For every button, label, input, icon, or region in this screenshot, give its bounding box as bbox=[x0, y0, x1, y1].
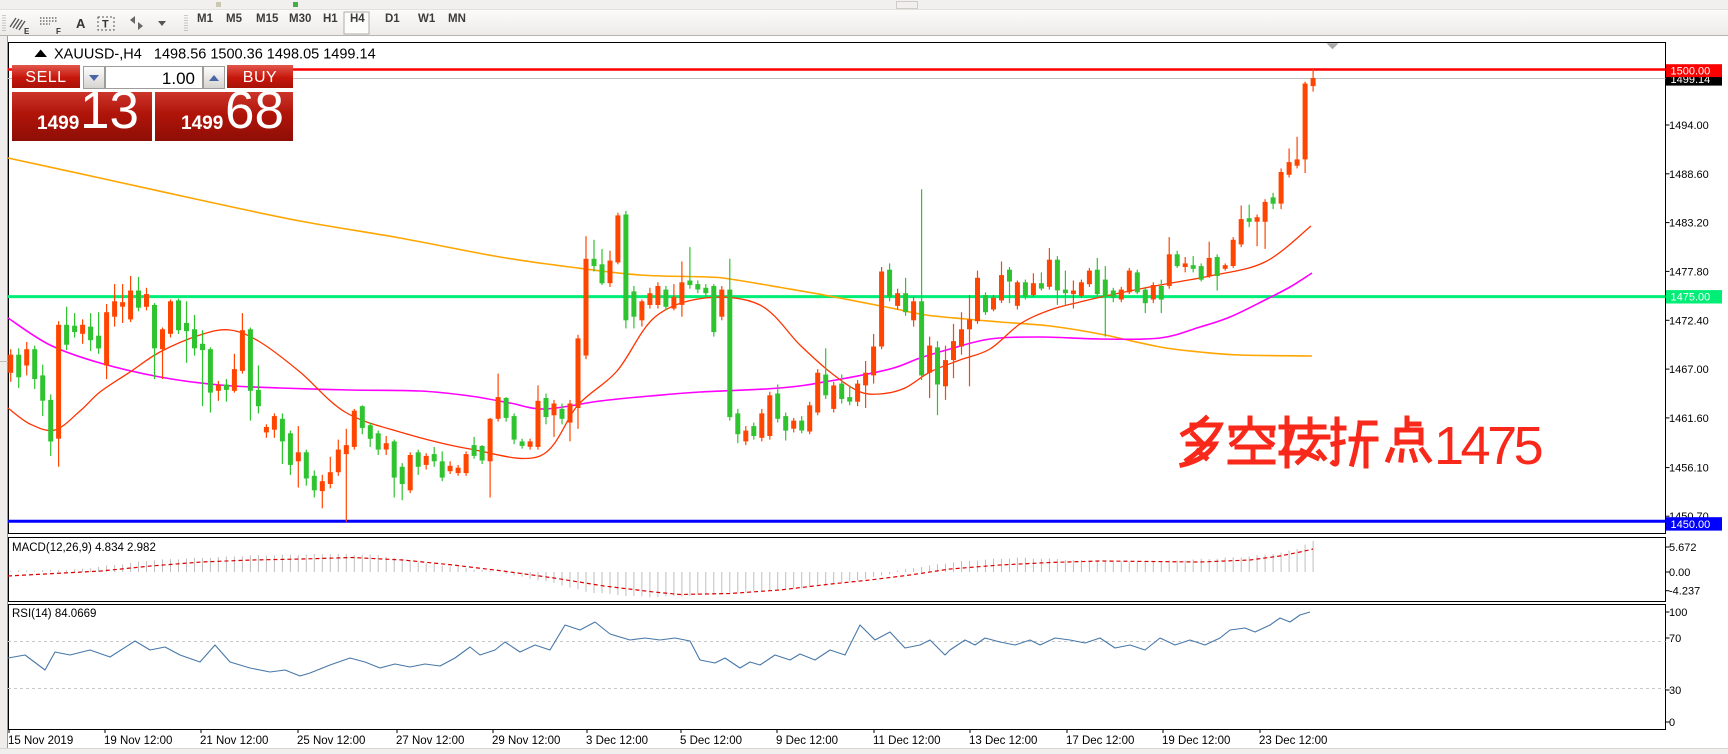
svg-text:1477.80: 1477.80 bbox=[1669, 266, 1709, 278]
svg-text:1450.00: 1450.00 bbox=[1671, 519, 1711, 531]
svg-text:XAUUSD-,H4 1498.56 1500.36 1: XAUUSD-,H4 1498.56 1500.36 1498.05 1499.… bbox=[54, 47, 376, 63]
svg-text:3 Dec 12:00: 3 Dec 12:00 bbox=[586, 735, 648, 747]
svg-text:13 Dec 12:00: 13 Dec 12:00 bbox=[969, 735, 1037, 747]
svg-text:11 Dec 12:00: 11 Dec 12:00 bbox=[873, 735, 941, 747]
svg-text:9 Dec 12:00: 9 Dec 12:00 bbox=[776, 735, 838, 747]
svg-text:F: F bbox=[56, 27, 61, 36]
svg-text:-4.237: -4.237 bbox=[1669, 586, 1700, 598]
svg-text:1461.60: 1461.60 bbox=[1669, 413, 1709, 425]
svg-text:1472.40: 1472.40 bbox=[1669, 315, 1709, 327]
svg-text:1475: 1475 bbox=[1434, 416, 1542, 476]
svg-text:19 Dec 12:00: 19 Dec 12:00 bbox=[1162, 735, 1230, 747]
svg-text:1475.00: 1475.00 bbox=[1671, 292, 1711, 304]
svg-text:30: 30 bbox=[1669, 685, 1681, 697]
svg-text:5 Dec 12:00: 5 Dec 12:00 bbox=[680, 735, 742, 747]
svg-text:15 Nov 2019: 15 Nov 2019 bbox=[8, 735, 73, 747]
svg-text:23 Dec 12:00: 23 Dec 12:00 bbox=[1259, 735, 1327, 747]
svg-text:1467.00: 1467.00 bbox=[1669, 364, 1709, 376]
svg-text:100: 100 bbox=[1669, 607, 1687, 619]
svg-text:MACD(12,26,9) 4.834 2.982: MACD(12,26,9) 4.834 2.982 bbox=[12, 542, 156, 554]
svg-text:1500.00: 1500.00 bbox=[1671, 66, 1711, 78]
svg-text:1456.10: 1456.10 bbox=[1669, 463, 1709, 475]
svg-text:29 Nov 12:00: 29 Nov 12:00 bbox=[492, 735, 560, 747]
svg-text:0.00: 0.00 bbox=[1669, 567, 1690, 579]
svg-text:5.672: 5.672 bbox=[1669, 542, 1697, 554]
svg-text:19 Nov 12:00: 19 Nov 12:00 bbox=[104, 735, 172, 747]
svg-text:1483.20: 1483.20 bbox=[1669, 218, 1709, 230]
svg-text:70: 70 bbox=[1669, 633, 1681, 645]
svg-text:1494.00: 1494.00 bbox=[1669, 120, 1709, 132]
svg-text:17 Dec 12:00: 17 Dec 12:00 bbox=[1066, 735, 1134, 747]
svg-text:A: A bbox=[76, 16, 86, 31]
svg-text:21 Nov 12:00: 21 Nov 12:00 bbox=[200, 735, 268, 747]
svg-text:25 Nov 12:00: 25 Nov 12:00 bbox=[297, 735, 365, 747]
svg-text:RSI(14) 84.0669: RSI(14) 84.0669 bbox=[12, 608, 96, 620]
svg-text:E: E bbox=[24, 27, 30, 36]
svg-text:T: T bbox=[102, 19, 109, 31]
svg-text:27 Nov 12:00: 27 Nov 12:00 bbox=[396, 735, 464, 747]
svg-text:0: 0 bbox=[1669, 717, 1675, 729]
svg-text:1488.60: 1488.60 bbox=[1669, 169, 1709, 181]
